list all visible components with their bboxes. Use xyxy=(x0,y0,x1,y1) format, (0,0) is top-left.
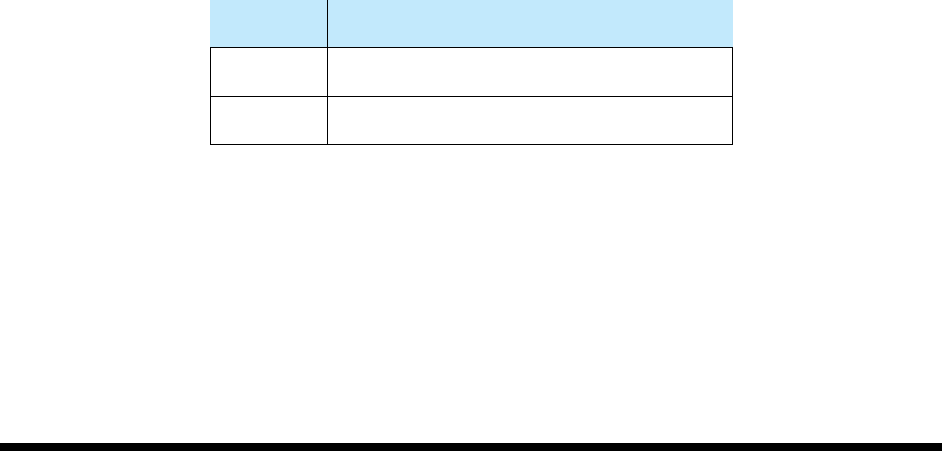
table-header xyxy=(210,0,733,47)
table xyxy=(210,0,733,145)
bottom-bar xyxy=(0,443,942,451)
